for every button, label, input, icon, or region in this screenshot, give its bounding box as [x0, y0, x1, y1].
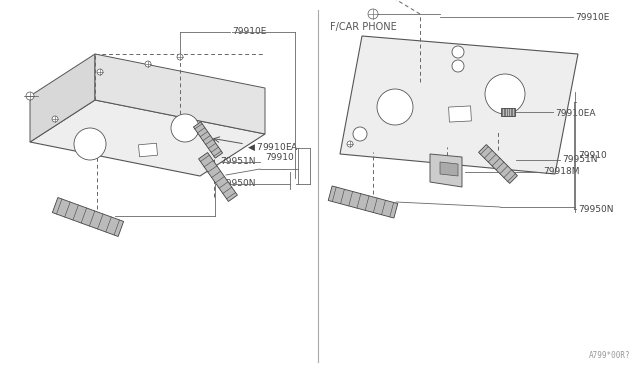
- Circle shape: [26, 92, 34, 100]
- Text: 79951N: 79951N: [562, 155, 598, 164]
- Text: 79910EA: 79910EA: [555, 109, 595, 119]
- Polygon shape: [193, 122, 223, 158]
- Circle shape: [97, 69, 103, 75]
- Text: 79910: 79910: [578, 151, 607, 160]
- Text: A799*00R?: A799*00R?: [588, 351, 630, 360]
- Circle shape: [145, 61, 151, 67]
- Text: 79910: 79910: [265, 153, 294, 161]
- Text: 79950N: 79950N: [220, 180, 255, 189]
- Polygon shape: [440, 162, 458, 176]
- Polygon shape: [340, 36, 578, 174]
- Polygon shape: [95, 54, 265, 134]
- Circle shape: [452, 46, 464, 58]
- Text: 79910E: 79910E: [232, 28, 266, 36]
- Polygon shape: [30, 54, 95, 142]
- Text: $\blacktriangleleft$79910EA: $\blacktriangleleft$79910EA: [246, 141, 299, 153]
- Polygon shape: [138, 143, 157, 157]
- Text: 79950N: 79950N: [578, 205, 614, 214]
- Circle shape: [171, 114, 199, 142]
- Polygon shape: [479, 145, 518, 183]
- Polygon shape: [430, 154, 462, 187]
- Circle shape: [52, 116, 58, 122]
- Polygon shape: [328, 186, 398, 218]
- Circle shape: [353, 127, 367, 141]
- Polygon shape: [501, 108, 515, 116]
- Circle shape: [368, 9, 378, 19]
- Circle shape: [485, 74, 525, 114]
- Polygon shape: [30, 100, 265, 176]
- Circle shape: [74, 128, 106, 160]
- Text: 79951N: 79951N: [220, 157, 255, 167]
- Polygon shape: [52, 198, 124, 237]
- Text: F/CAR PHONE: F/CAR PHONE: [330, 22, 397, 32]
- Circle shape: [377, 89, 413, 125]
- Polygon shape: [449, 106, 472, 122]
- Circle shape: [177, 54, 183, 60]
- Text: 79918M: 79918M: [543, 167, 579, 176]
- Circle shape: [347, 141, 353, 147]
- Polygon shape: [198, 153, 237, 202]
- Text: 79910E: 79910E: [575, 13, 609, 22]
- Circle shape: [452, 60, 464, 72]
